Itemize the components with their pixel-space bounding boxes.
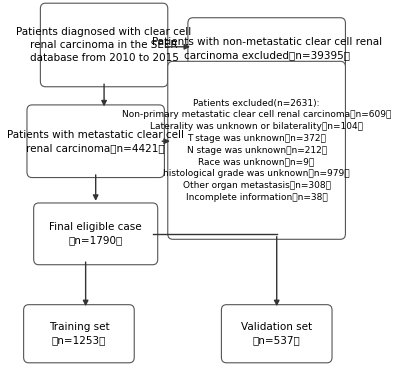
FancyBboxPatch shape: [34, 203, 158, 265]
Text: Training set
（n=1253）: Training set （n=1253）: [49, 322, 109, 346]
Text: Final eligible case
（n=1790）: Final eligible case （n=1790）: [49, 222, 142, 246]
Text: Patients with non-metastatic clear cell renal
carcinoma excluded（n=39395）: Patients with non-metastatic clear cell …: [152, 37, 382, 60]
Text: Patients diagnosed with clear cell
renal carcinoma in the SEER
database from 201: Patients diagnosed with clear cell renal…: [16, 27, 192, 63]
Text: Validation set
（n=537）: Validation set （n=537）: [241, 322, 312, 346]
FancyBboxPatch shape: [40, 3, 168, 87]
FancyBboxPatch shape: [168, 61, 346, 239]
FancyBboxPatch shape: [188, 18, 346, 79]
Text: Patients with metastatic clear cell
renal carcinoma（n=4421）: Patients with metastatic clear cell rena…: [7, 130, 184, 153]
Text: Patients excluded(n=2631):
Non-primary metastatic clear cell renal carcinoma（n=6: Patients excluded(n=2631): Non-primary m…: [122, 98, 391, 202]
FancyBboxPatch shape: [222, 305, 332, 363]
FancyBboxPatch shape: [27, 105, 164, 178]
FancyBboxPatch shape: [24, 305, 134, 363]
